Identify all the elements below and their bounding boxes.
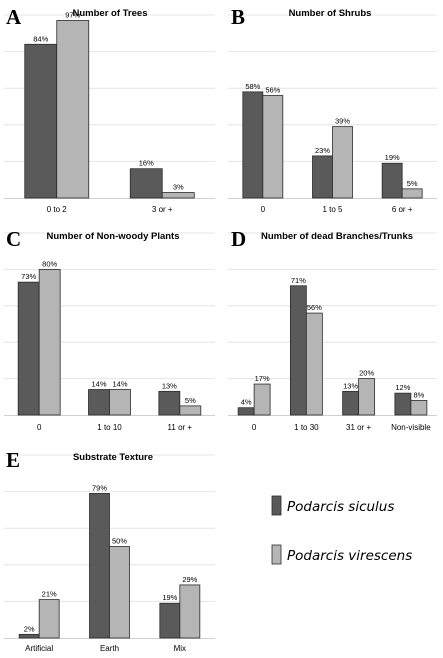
tick-label: 1 to 5 (322, 205, 343, 214)
data-label: 5% (407, 179, 418, 188)
bar-siculus (342, 390, 360, 416)
bar-virescens (109, 389, 131, 416)
bar-siculus (17, 281, 40, 416)
panel-letter: E (6, 448, 20, 472)
data-label: 56% (307, 303, 322, 312)
bar-virescens (56, 20, 90, 199)
gridlines (228, 232, 437, 380)
bar-virescens (358, 378, 376, 416)
data-label: 73% (21, 272, 36, 281)
bar-virescens (401, 188, 423, 199)
data-label: 14% (91, 380, 106, 389)
tick-label: Mix (174, 644, 186, 653)
bar-virescens (38, 268, 61, 416)
chart-title: Number of Non-woody Plants (47, 231, 180, 242)
data-label: 5% (185, 396, 196, 405)
legend-label: Podarcis virescens (287, 548, 412, 564)
bar-siculus (18, 633, 40, 639)
data-label: 2% (24, 624, 35, 633)
bar-virescens (109, 546, 130, 639)
panel-letter: A (6, 5, 22, 29)
tick-label: Earth (100, 644, 119, 653)
legend-swatch-siculus (271, 495, 282, 516)
chart-title: Number of Shrubs (289, 8, 372, 19)
panel-letter: D (231, 227, 246, 251)
tick-label: 0 to 2 (47, 205, 68, 214)
chart-title: Number of Trees (73, 8, 148, 19)
tick-label: 11 or + (168, 423, 193, 432)
bar-siculus (89, 493, 110, 639)
bar-virescens (253, 383, 271, 416)
data-label: 21% (42, 590, 57, 599)
data-label: 13% (162, 381, 177, 390)
tick-label: 0 (261, 205, 266, 214)
bar-siculus (381, 162, 403, 199)
data-label: 79% (92, 483, 107, 492)
legend-label: Podarcis siculus (287, 499, 394, 515)
data-label: 29% (182, 575, 197, 584)
bar-siculus (129, 168, 163, 199)
bar-siculus (88, 389, 110, 416)
panel-letter: C (6, 227, 21, 251)
tick-label: 1 to 10 (97, 423, 122, 432)
bar-siculus (237, 407, 255, 416)
bar-virescens (410, 400, 428, 416)
bar-siculus (159, 602, 181, 639)
tick-label: Artificial (25, 644, 53, 653)
panel-letter: B (231, 5, 245, 29)
data-label: 12% (395, 383, 410, 392)
bar-siculus (158, 390, 181, 416)
chart-panel-d: D Number of dead Branches/Trunks 4% 17% 0 71%… (228, 227, 437, 432)
bar-siculus (312, 155, 333, 199)
data-label: 20% (359, 369, 374, 378)
data-label: 17% (255, 374, 270, 383)
data-label: 4% (241, 398, 252, 407)
data-label: 19% (162, 593, 177, 602)
data-label: 58% (245, 82, 260, 91)
data-label: 56% (265, 86, 280, 95)
bar-siculus (242, 91, 264, 199)
bar-siculus (24, 43, 58, 199)
tick-label: 1 to 30 (294, 423, 319, 432)
bar-siculus (394, 392, 412, 416)
data-label: 13% (343, 381, 358, 390)
tick-label: 0 (37, 423, 42, 432)
chart-panel-c: C Number of Non-woody Plants 73% 80% 0 14% 14%… (4, 227, 215, 432)
bar-virescens (262, 95, 284, 199)
data-label: 14% (112, 380, 127, 389)
tick-label: Non-visible (391, 423, 431, 432)
tick-label: 6 or + (392, 205, 413, 214)
data-label: 23% (315, 146, 330, 155)
bar-virescens (38, 599, 60, 639)
bar-virescens (305, 312, 323, 416)
bar-virescens (332, 126, 353, 199)
legend-swatch-virescens (271, 544, 282, 565)
chart-title: Substrate Texture (73, 452, 153, 463)
chart-panel-b: B Number of Shrubs 58% 56% 0 23% 39% 1 to 5 19% 5… (228, 5, 437, 214)
data-label: 97% (65, 10, 80, 19)
tick-label: 3 or + (152, 205, 173, 214)
tick-label: 31 or + (346, 423, 371, 432)
data-label: 16% (139, 159, 154, 168)
data-label: 50% (112, 537, 127, 546)
data-label: 3% (173, 183, 184, 192)
data-label: 39% (335, 117, 350, 126)
chart-title: Number of dead Branches/Trunks (261, 231, 413, 242)
data-label: 8% (413, 390, 424, 399)
bar-virescens (179, 584, 201, 639)
chart-panel-a: A Number of Trees 84% 97% 0 to 2 16% 3% 3 or + (4, 5, 215, 214)
data-label: 19% (385, 153, 400, 162)
bar-virescens (161, 192, 195, 199)
chart-panel-e: E Substrate Texture 2% 21% Artificial 79% 50% E… (4, 448, 215, 653)
data-label: 71% (291, 276, 306, 285)
bar-siculus (289, 285, 307, 416)
bar-virescens (179, 405, 202, 416)
tick-label: 0 (252, 423, 257, 432)
legend: Podarcis siculus Podarcis virescens (271, 495, 412, 565)
data-label: 80% (42, 259, 57, 268)
data-label: 84% (33, 34, 48, 43)
